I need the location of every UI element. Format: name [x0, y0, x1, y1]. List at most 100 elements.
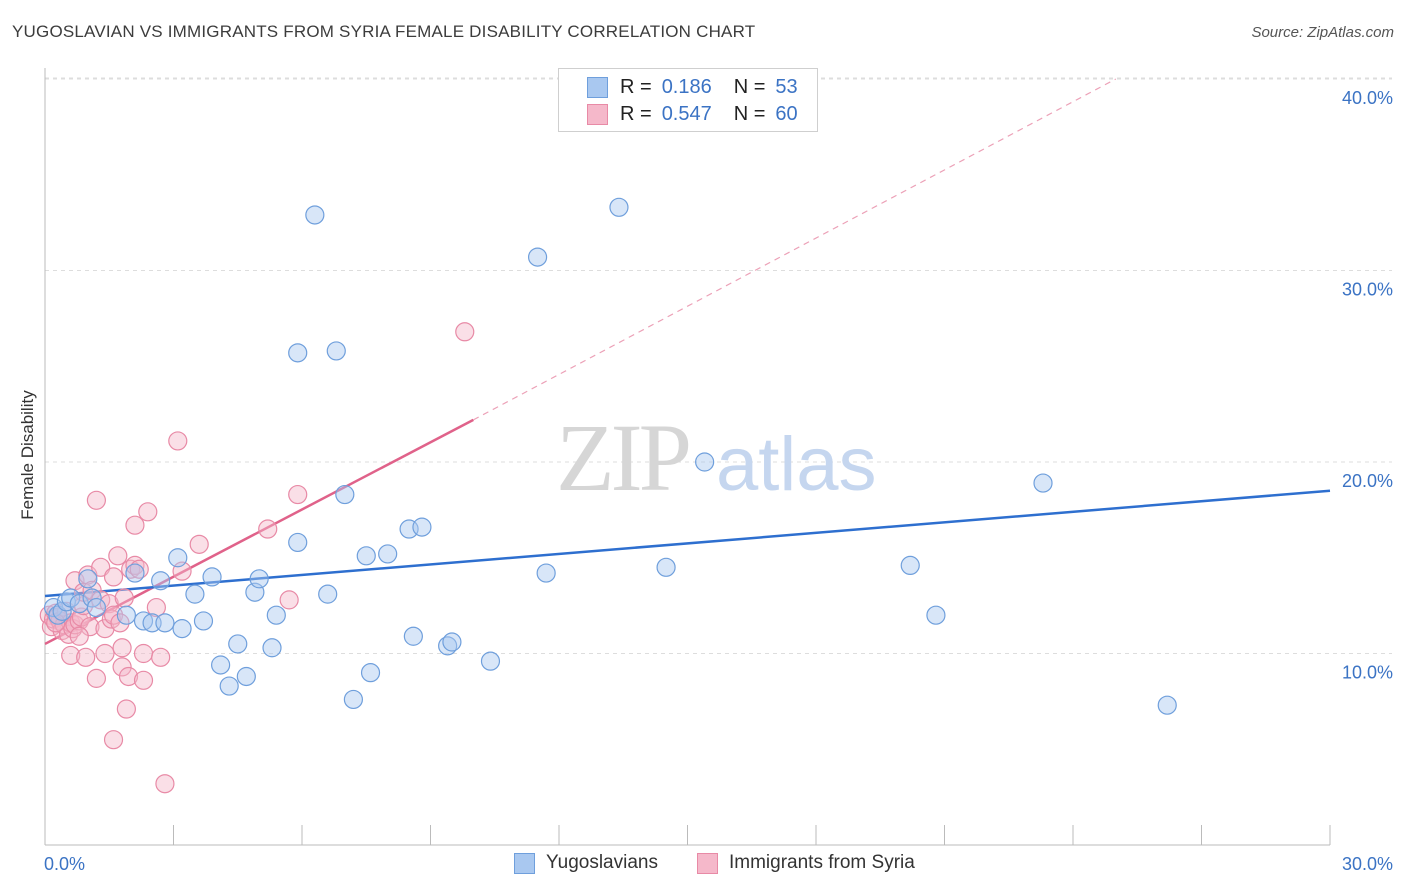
point-syria [108, 546, 128, 566]
stats-row-syria: R = 0.547 N = 60 [587, 102, 798, 126]
source-label: Source: ZipAtlas.com [1251, 24, 1394, 41]
point-yugoslavians [335, 484, 355, 505]
r-value: 0.547 [661, 102, 712, 125]
point-syria [112, 638, 132, 658]
point-syria [103, 567, 124, 587]
y-tick-labels: 10.0% 20.0% 30.0% 40.0% [1342, 88, 1393, 683]
r-label: R = [620, 75, 652, 98]
point-syria [69, 626, 89, 646]
point-syria [151, 647, 171, 667]
legend-item-yugoslavians[interactable]: Yugoslavians [514, 852, 658, 874]
point-syria [155, 774, 175, 794]
point-yugoslavians [185, 584, 205, 604]
x-tick-labels: 0.0% 30.0% [44, 854, 1393, 874]
stats-row-yugoslavians: R = 0.186 N = 53 [587, 75, 798, 99]
pink-swatch [697, 852, 718, 874]
r-label: R = [620, 102, 652, 125]
point-yugoslavians [219, 676, 239, 696]
point-yugoslavians [656, 557, 676, 577]
point-syria [86, 668, 107, 688]
series-legend: Yugoslavians Immigrants from Syria [0, 850, 1406, 880]
point-syria [138, 502, 158, 522]
axes [44, 68, 1331, 846]
r-value: 0.186 [661, 75, 712, 98]
n-value: 60 [775, 102, 798, 125]
point-yugoslavians [343, 689, 363, 710]
point-syria [95, 643, 115, 664]
point-yugoslavians [403, 626, 423, 646]
legend-item-syria[interactable]: Immigrants from Syria [697, 852, 915, 874]
point-yugoslavians [82, 588, 102, 608]
grid-lines [45, 77, 1392, 654]
point-yugoslavians [249, 569, 269, 589]
point-syria [114, 588, 134, 608]
point-yugoslavians [609, 197, 629, 217]
point-yugoslavians [228, 634, 248, 654]
point-syria [116, 699, 136, 719]
point-yugoslavians [86, 597, 107, 618]
trend-lines [44, 78, 1331, 646]
point-yugoslavians [378, 544, 398, 564]
point-syria [91, 557, 111, 577]
point-syria [86, 490, 107, 510]
point-yugoslavians [266, 605, 286, 625]
point-yugoslavians [116, 605, 136, 625]
point-yugoslavians [78, 569, 98, 589]
point-yugoslavians [480, 651, 501, 671]
point-yugoslavians [125, 563, 145, 583]
blue-swatch [514, 852, 535, 874]
point-yugoslavians [527, 247, 548, 267]
point-syria [258, 519, 278, 539]
point-syria [125, 515, 145, 535]
point-yugoslavians [536, 563, 556, 583]
point-yugoslavians [211, 655, 231, 675]
point-yugoslavians [356, 546, 376, 566]
point-syria [288, 484, 308, 505]
point-syria [46, 613, 66, 633]
point-yugoslavians [305, 205, 325, 225]
point-yugoslavians [318, 584, 338, 604]
x-tick-label: 30.0% [1342, 854, 1393, 874]
point-yugoslavians [1033, 473, 1053, 493]
n-label: N = [733, 75, 766, 98]
point-syria [279, 590, 299, 610]
point-syria [112, 657, 132, 677]
point-syria [80, 617, 100, 637]
point-yugoslavians [168, 548, 188, 568]
point-syria [168, 431, 188, 451]
point-syria [146, 597, 166, 618]
point-yugoslavians [695, 452, 715, 472]
point-syria [118, 666, 139, 687]
point-yugoslavians [926, 605, 946, 625]
point-syria [95, 619, 115, 639]
y-tick-label: 40.0% [1342, 88, 1393, 108]
trend-line-syria-extended [473, 78, 1117, 421]
legend-label: Immigrants from Syria [729, 852, 915, 873]
point-yugoslavians [193, 611, 214, 631]
point-yugoslavians [900, 555, 920, 576]
point-syria [455, 322, 475, 342]
x-tick-label: 0.0% [44, 854, 85, 874]
data-points [39, 197, 1177, 794]
point-yugoslavians [1157, 695, 1177, 715]
chart-title: YUGOSLAVIAN VS IMMIGRANTS FROM SYRIA FEM… [12, 22, 756, 41]
point-yugoslavians [360, 663, 381, 683]
stats-legend: R = 0.186 N = 53 R = 0.547 N = 60 [558, 68, 818, 132]
point-syria [133, 670, 154, 690]
blue-swatch [587, 76, 608, 98]
point-syria [61, 645, 81, 666]
trend-line-yugoslavians [44, 489, 1331, 598]
point-yugoslavians [236, 666, 256, 687]
point-yugoslavians [288, 343, 308, 363]
point-syria [76, 647, 96, 667]
watermark-zip: ZIP [556, 404, 689, 511]
point-yugoslavians [288, 532, 308, 553]
point-syria [110, 613, 130, 633]
point-yugoslavians [52, 601, 72, 621]
y-tick-label: 10.0% [1342, 663, 1393, 683]
point-syria [133, 643, 154, 664]
point-yugoslavians [412, 517, 432, 537]
point-yugoslavians [172, 619, 192, 639]
point-syria [189, 534, 209, 554]
